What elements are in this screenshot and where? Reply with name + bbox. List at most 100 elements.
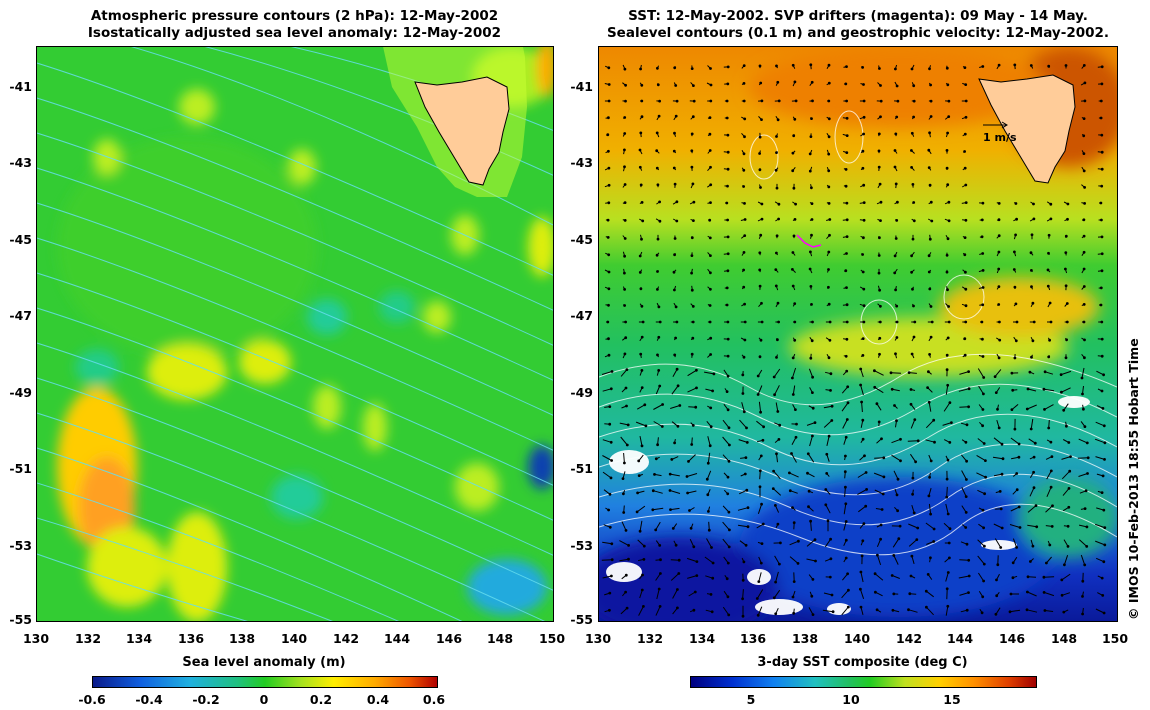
velocity-arrow-head bbox=[727, 613, 731, 617]
velocity-arrow-head bbox=[862, 320, 866, 324]
velocity-arrow-head bbox=[627, 557, 630, 561]
velocity-arrow-head bbox=[996, 407, 999, 411]
velocity-arrow-head bbox=[641, 320, 645, 324]
velocity-arrow bbox=[945, 385, 949, 395]
velocity-arrow-head bbox=[708, 116, 712, 119]
velocity-arrow-head bbox=[1082, 320, 1086, 324]
velocity-arrow bbox=[1012, 538, 1018, 548]
velocity-arrow-head bbox=[1015, 472, 1019, 475]
velocity-arrow-head bbox=[844, 269, 848, 273]
velocity-arrow-head bbox=[945, 587, 949, 591]
velocity-arrow bbox=[1027, 505, 1037, 513]
velocity-arrow bbox=[943, 402, 951, 412]
velocity-arrow-head bbox=[774, 580, 778, 584]
velocity-arrow-head bbox=[1065, 338, 1069, 342]
velocity-arrow-head bbox=[636, 491, 639, 495]
velocity-arrow bbox=[1009, 609, 1021, 613]
velocity-arrow-head bbox=[984, 475, 988, 479]
velocity-arrow-head bbox=[626, 423, 630, 427]
velocity-arrow-head bbox=[695, 368, 698, 372]
velocity-arrow bbox=[756, 589, 764, 599]
velocity-arrow-head bbox=[606, 320, 610, 324]
velocity-arrow-head bbox=[774, 504, 777, 507]
velocity-arrow-head bbox=[695, 560, 699, 563]
velocity-arrow-head bbox=[907, 371, 911, 375]
velocity-arrow-head bbox=[777, 202, 781, 206]
velocity-arrow-head bbox=[894, 182, 898, 186]
left-x-tick: 140 bbox=[280, 631, 308, 646]
velocity-arrow-head bbox=[624, 386, 628, 390]
velocity-arrow-head bbox=[1064, 251, 1068, 255]
velocity-arrow-head bbox=[686, 491, 689, 495]
velocity-arrow bbox=[1044, 404, 1054, 410]
velocity-arrow-head bbox=[895, 304, 899, 308]
velocity-arrow-head bbox=[726, 252, 730, 256]
velocity-arrow-head bbox=[863, 454, 866, 458]
velocity-arrow bbox=[961, 487, 967, 497]
velocity-arrow bbox=[1080, 554, 1086, 566]
velocity-arrow-head bbox=[1026, 590, 1029, 594]
velocity-arrow-head bbox=[609, 476, 613, 480]
velocity-arrow-head bbox=[1103, 441, 1107, 445]
velocity-arrow bbox=[637, 539, 645, 547]
velocity-arrow-head bbox=[845, 116, 849, 120]
drifter-tracks bbox=[796, 234, 822, 248]
velocity-arrow-head bbox=[845, 151, 849, 154]
velocity-arrow-head bbox=[996, 563, 1000, 567]
velocity-arrow bbox=[757, 385, 763, 395]
velocity-arrow-head bbox=[726, 595, 730, 599]
right-y-tick: -49 bbox=[570, 385, 593, 400]
velocity-arrow-head bbox=[912, 304, 915, 308]
right-title-line1: SST: 12-May-2002. SVP drifters (magenta)… bbox=[628, 8, 1088, 24]
velocity-arrow-head bbox=[845, 286, 848, 290]
velocity-arrow-head bbox=[963, 150, 967, 153]
velocity-arrow-head bbox=[1032, 320, 1036, 324]
velocity-arrow bbox=[806, 422, 816, 426]
velocity-arrow bbox=[942, 422, 952, 426]
velocity-arrow-head bbox=[692, 608, 696, 612]
velocity-arrow bbox=[841, 589, 849, 599]
velocity-arrow-head bbox=[608, 591, 612, 595]
velocity-arrow-head bbox=[610, 542, 614, 546]
velocity-arrow-head bbox=[895, 84, 899, 88]
velocity-arrow-head bbox=[1082, 218, 1086, 222]
velocity-arrow bbox=[825, 504, 831, 514]
velocity-scale: 1 m/s bbox=[983, 121, 1017, 144]
velocity-arrow-head bbox=[640, 335, 644, 339]
velocity-arrow-head bbox=[708, 132, 712, 136]
left-colorbar-tick: 0.4 bbox=[366, 692, 390, 707]
velocity-arrow-head bbox=[809, 63, 813, 67]
velocity-arrow-head bbox=[1026, 387, 1030, 391]
right-x-tick: 138 bbox=[791, 631, 819, 646]
velocity-arrow-head bbox=[609, 440, 613, 444]
velocity-arrow bbox=[977, 572, 985, 582]
velocity-arrow-head bbox=[622, 511, 626, 514]
velocity-arrow-head bbox=[607, 353, 611, 357]
velocity-arrow bbox=[1095, 421, 1105, 427]
velocity-arrow-head bbox=[1014, 233, 1018, 237]
velocity-arrow bbox=[926, 606, 934, 616]
velocity-arrow-head bbox=[827, 285, 830, 289]
left-y-tick: -55 bbox=[9, 612, 32, 627]
velocity-arrow-head bbox=[967, 405, 971, 409]
velocity-arrow bbox=[1026, 609, 1038, 613]
velocity-arrow-head bbox=[693, 590, 697, 594]
velocity-arrow bbox=[704, 556, 714, 564]
velocity-arrow-head bbox=[844, 354, 848, 358]
velocity-arrow bbox=[619, 558, 629, 562]
velocity-arrow-head bbox=[1030, 285, 1033, 289]
velocity-arrow-head bbox=[981, 424, 985, 428]
left-title-line1: Atmospheric pressure contours (2 hPa): 1… bbox=[90, 8, 499, 24]
velocity-arrow-head bbox=[861, 354, 865, 357]
velocity-arrow-head bbox=[929, 512, 933, 516]
velocity-arrow-head bbox=[654, 528, 658, 532]
velocity-arrow-head bbox=[677, 572, 681, 575]
velocity-arrow bbox=[670, 405, 680, 409]
velocity-arrow-head bbox=[639, 67, 642, 71]
velocity-arrow-head bbox=[1025, 407, 1029, 411]
velocity-arrow-head bbox=[1015, 217, 1019, 221]
velocity-arrow bbox=[789, 556, 799, 564]
velocity-arrow-head bbox=[690, 271, 693, 275]
velocity-arrow bbox=[843, 521, 847, 531]
velocity-arrow-head bbox=[895, 320, 899, 324]
